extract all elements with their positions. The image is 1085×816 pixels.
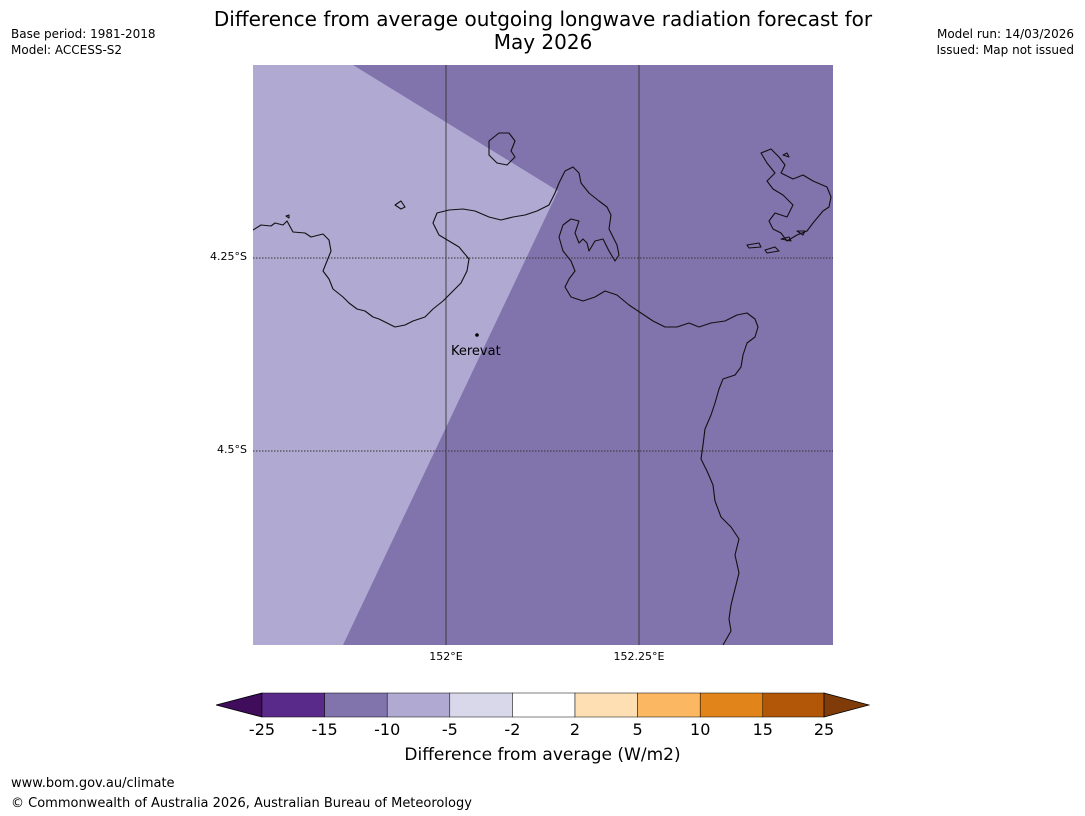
colorbar-tick: 10	[690, 720, 711, 739]
colorbar-bin-6	[574, 692, 638, 718]
meta-right: Model run: 14/03/2026 Issued: Map not is…	[936, 26, 1074, 58]
footer-copyright: © Commonwealth of Australia 2026, Austra…	[11, 796, 472, 811]
colorbar-bin-9	[762, 692, 825, 718]
lat-label-4-25s: 4.25°S	[210, 250, 247, 263]
lat-label-4-5s: 4.5°S	[217, 443, 247, 456]
colorbar-bin-4	[449, 692, 513, 718]
colorbar-label: Difference from average (W/m2)	[404, 745, 681, 765]
coast-main	[253, 166, 759, 645]
model-name: Model: ACCESS-S2	[11, 43, 123, 57]
map-svg: Kerevat	[253, 65, 833, 645]
colorbar-bin-7	[637, 692, 701, 718]
title-line-2: May 2026	[493, 30, 593, 54]
colorbar-tick: 2	[569, 720, 581, 739]
colorbar-tick: -5	[441, 720, 458, 739]
footer-url[interactable]: www.bom.gov.au/climate	[11, 776, 175, 791]
coast-ne-island	[760, 148, 832, 242]
colorbar-tick: -10	[374, 720, 401, 739]
colorbar-arrow-high	[823, 692, 870, 718]
graticule	[253, 65, 833, 645]
colorbar-bin-3	[386, 692, 451, 718]
model-run: Model run: 14/03/2026	[936, 27, 1074, 41]
colorbar-tick: 25	[813, 720, 835, 739]
map-panel[interactable]: Kerevat	[253, 65, 833, 645]
base-period: Base period: 1981-2018	[11, 27, 156, 41]
colorbar-tick: -15	[311, 720, 338, 739]
colorbar-tick: 15	[752, 720, 773, 739]
meta-left: Base period: 1981-2018 Model: ACCESS-S2	[11, 26, 156, 58]
title-line-1: Difference from average outgoing longwav…	[213, 7, 873, 31]
colorbar-bin-8	[699, 692, 764, 718]
lon-label-152-25e: 152.25°E	[613, 650, 665, 663]
coast-islet-north	[488, 132, 516, 166]
issued-status: Issued: Map not issued	[936, 43, 1074, 57]
colorbar-bin-5	[512, 692, 576, 718]
colorbar-tick: 5	[632, 720, 643, 739]
coast-ne-islets	[746, 152, 806, 254]
colorbar-tick: -2	[504, 720, 521, 739]
lon-label-152e: 152°E	[429, 650, 463, 663]
colorbar-arrow-low	[216, 692, 263, 718]
coast-islet-tiny	[285, 214, 290, 219]
page-title: Difference from average outgoing longwav…	[193, 8, 893, 54]
light-anomaly-zone	[253, 65, 558, 645]
colorbar-bin-1	[261, 692, 325, 718]
colorbar-bin-2	[324, 692, 388, 718]
colorbar-tick: -25	[248, 720, 276, 739]
coast-islet-west	[394, 200, 406, 210]
colorbar	[216, 692, 870, 718]
coastlines	[253, 132, 832, 645]
kerevat-marker	[475, 333, 479, 337]
kerevat-label: Kerevat	[451, 344, 501, 359]
